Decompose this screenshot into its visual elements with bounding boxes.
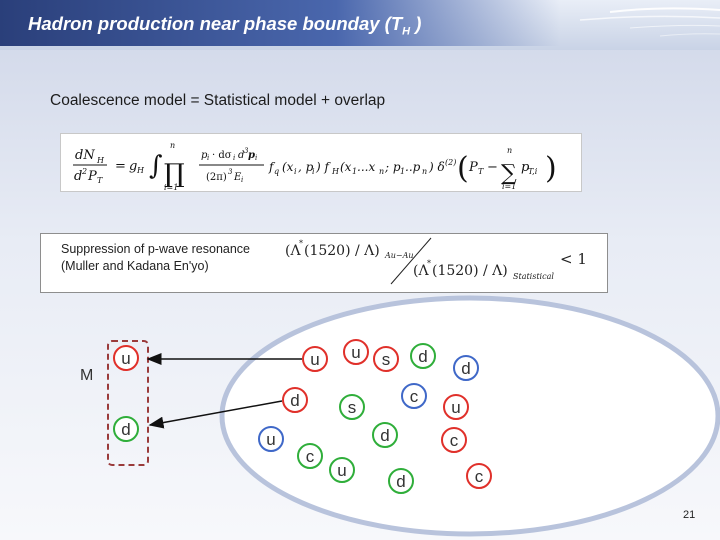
svg-text:−: − bbox=[487, 160, 498, 175]
svg-text:H: H bbox=[136, 166, 145, 175]
svg-text:1: 1 bbox=[352, 167, 357, 176]
svg-text:(x: (x bbox=[282, 160, 294, 174]
suppression-line-2: (Muller and Kadana En'yo) bbox=[61, 258, 209, 273]
fireball-quark-s: s bbox=[373, 346, 399, 372]
fireball-quark-c: c bbox=[441, 427, 467, 453]
subtitle: Coalescence model = Statistical model + … bbox=[50, 92, 386, 109]
svg-text:; p: ; p bbox=[384, 160, 401, 174]
page-number: 21 bbox=[683, 509, 696, 521]
fireball-quark-d: d bbox=[388, 468, 414, 494]
fireball-quark-u: u bbox=[443, 394, 469, 420]
svg-text:2: 2 bbox=[81, 167, 87, 176]
svg-text:∏: ∏ bbox=[164, 159, 185, 189]
svg-text:(Λ: (Λ bbox=[413, 263, 429, 279]
svg-text:(1520) / Λ): (1520) / Λ) bbox=[432, 263, 508, 279]
svg-text:i=1: i=1 bbox=[164, 183, 178, 191]
svg-text:T: T bbox=[478, 167, 484, 176]
header-bar bbox=[0, 0, 560, 46]
svg-text:i: i bbox=[233, 154, 235, 162]
fireball-quark-u: u bbox=[343, 339, 369, 365]
svg-text:1: 1 bbox=[400, 167, 405, 176]
svg-text:dN: dN bbox=[75, 148, 95, 163]
svg-text:d: d bbox=[74, 169, 82, 184]
fireball-quark-c: c bbox=[401, 383, 427, 409]
svg-text:, p: , p bbox=[298, 160, 314, 174]
svg-text:∑: ∑ bbox=[501, 161, 517, 186]
suppression-box: Suppression of p-wave resonance (Muller … bbox=[40, 233, 608, 293]
fireball-quark-d: d bbox=[453, 355, 479, 381]
svg-text:p: p bbox=[201, 150, 208, 161]
fireball-quark-s: s bbox=[339, 394, 365, 420]
suppression-text: Suppression of p-wave resonance (Muller … bbox=[61, 241, 250, 274]
svg-text:E: E bbox=[233, 172, 242, 183]
svg-text:H: H bbox=[96, 156, 105, 165]
svg-text:(: ( bbox=[457, 151, 469, 186]
fireball-quark-c: c bbox=[466, 463, 492, 489]
svg-text:(Λ: (Λ bbox=[285, 243, 301, 259]
svg-text:Statistical: Statistical bbox=[513, 272, 554, 281]
header-decoration bbox=[579, 7, 720, 37]
svg-text:∫: ∫ bbox=[149, 151, 163, 181]
slide-title: Hadron production near phase bounday (TH… bbox=[28, 13, 422, 38]
fireball-ellipse bbox=[219, 295, 720, 537]
meson-quark-u: u bbox=[113, 345, 139, 371]
svg-text:g: g bbox=[129, 159, 137, 174]
fireball-quark-u: u bbox=[258, 426, 284, 452]
svg-text:q: q bbox=[274, 167, 279, 176]
svg-text:...x: ...x bbox=[357, 160, 375, 174]
svg-text:i=1: i=1 bbox=[502, 182, 516, 191]
svg-text:f: f bbox=[268, 160, 276, 174]
fireball-quark-d: d bbox=[372, 422, 398, 448]
title-subscript: H bbox=[402, 25, 411, 38]
svg-text:..p: ..p bbox=[405, 160, 421, 174]
arrow-d bbox=[148, 400, 283, 429]
svg-text:3: 3 bbox=[244, 147, 249, 155]
svg-text:i: i bbox=[312, 167, 315, 176]
svg-text:) f: ) f bbox=[315, 160, 331, 174]
svg-text:· dσ: · dσ bbox=[212, 150, 232, 161]
svg-text:(2): (2) bbox=[445, 158, 456, 167]
svg-text:n: n bbox=[422, 167, 427, 176]
svg-text:i: i bbox=[294, 167, 297, 176]
svg-text:p: p bbox=[248, 150, 255, 161]
fireball-quark-d: d bbox=[410, 343, 436, 369]
svg-text:T: T bbox=[97, 176, 103, 185]
meson-box bbox=[107, 340, 149, 466]
suppression-line-1: Suppression of p-wave resonance bbox=[61, 242, 251, 256]
svg-text:*: * bbox=[427, 259, 431, 268]
svg-text:): ) bbox=[545, 151, 557, 186]
svg-text:< 1: < 1 bbox=[560, 250, 587, 268]
svg-text:P: P bbox=[468, 160, 478, 175]
fireball-quark-d: d bbox=[282, 387, 308, 413]
svg-text:=: = bbox=[115, 159, 126, 174]
svg-text:i: i bbox=[255, 154, 257, 162]
fireball-quark-u: u bbox=[329, 457, 355, 483]
svg-text:p: p bbox=[521, 160, 530, 175]
meson-quark-d: d bbox=[113, 416, 139, 442]
svg-text:*: * bbox=[299, 239, 303, 248]
svg-text:H: H bbox=[331, 167, 340, 176]
svg-text:n: n bbox=[170, 141, 175, 150]
suppression-formula: (Λ* (1520) / Λ) Au−Au (Λ* (1520) / Λ) St… bbox=[285, 237, 587, 285]
fireball-quark-u: u bbox=[302, 346, 328, 372]
svg-text:3: 3 bbox=[228, 168, 233, 176]
svg-text:T,i: T,i bbox=[528, 167, 538, 176]
svg-text:Au−Au: Au−Au bbox=[384, 251, 414, 260]
svg-text:i: i bbox=[241, 176, 243, 184]
svg-text:(x: (x bbox=[340, 160, 352, 174]
svg-text:n: n bbox=[507, 146, 512, 155]
svg-text:) δ: ) δ bbox=[428, 160, 445, 174]
svg-text:n: n bbox=[379, 167, 384, 176]
meson-label: M bbox=[80, 367, 94, 384]
svg-text:(1520) / Λ): (1520) / Λ) bbox=[304, 243, 380, 259]
slide-header: Hadron production near phase bounday (TH… bbox=[0, 0, 720, 50]
svg-text:P: P bbox=[87, 169, 97, 184]
fireball-quark-c: c bbox=[297, 443, 323, 469]
svg-text:(2π): (2π) bbox=[206, 172, 227, 183]
svg-text:d: d bbox=[238, 150, 244, 161]
svg-text:i: i bbox=[207, 154, 209, 162]
